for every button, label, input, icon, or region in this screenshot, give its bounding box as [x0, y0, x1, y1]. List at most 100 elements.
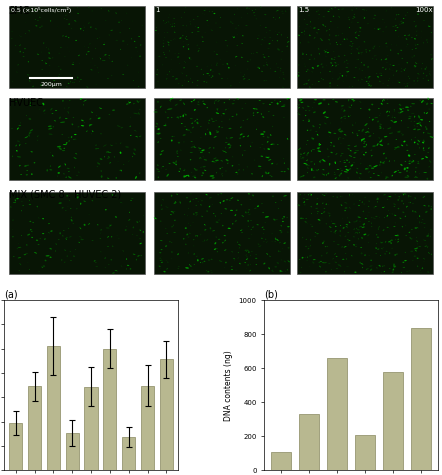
Ellipse shape [100, 133, 102, 134]
Ellipse shape [212, 161, 213, 162]
Ellipse shape [193, 239, 194, 240]
Ellipse shape [407, 83, 408, 84]
Ellipse shape [273, 218, 275, 220]
Ellipse shape [200, 234, 202, 235]
Ellipse shape [196, 205, 197, 206]
Ellipse shape [406, 271, 408, 272]
Ellipse shape [408, 35, 409, 36]
Ellipse shape [37, 20, 38, 21]
Ellipse shape [71, 217, 72, 218]
Ellipse shape [404, 35, 406, 36]
Ellipse shape [417, 44, 419, 45]
Ellipse shape [229, 119, 230, 120]
Ellipse shape [335, 153, 337, 154]
Ellipse shape [279, 230, 281, 231]
Ellipse shape [405, 194, 406, 195]
Ellipse shape [37, 54, 39, 55]
Ellipse shape [348, 17, 349, 18]
Ellipse shape [398, 82, 400, 83]
Ellipse shape [365, 218, 367, 219]
Ellipse shape [236, 172, 237, 173]
Ellipse shape [160, 138, 161, 139]
Ellipse shape [386, 112, 388, 113]
Text: 200μm: 200μm [40, 83, 62, 87]
Ellipse shape [209, 206, 210, 207]
Ellipse shape [379, 28, 381, 29]
Ellipse shape [182, 35, 183, 36]
Ellipse shape [337, 197, 338, 198]
Ellipse shape [84, 200, 86, 202]
Ellipse shape [98, 117, 100, 119]
Ellipse shape [263, 57, 265, 58]
Bar [299, 414, 319, 470]
Ellipse shape [283, 78, 285, 80]
Ellipse shape [354, 272, 357, 273]
Ellipse shape [213, 158, 217, 160]
Ellipse shape [70, 81, 71, 82]
Ellipse shape [423, 239, 425, 241]
Ellipse shape [13, 256, 15, 257]
Ellipse shape [48, 125, 52, 127]
Ellipse shape [261, 238, 263, 239]
Ellipse shape [30, 129, 33, 132]
Ellipse shape [423, 73, 424, 74]
Ellipse shape [189, 57, 190, 59]
Ellipse shape [360, 108, 362, 109]
Ellipse shape [58, 166, 61, 168]
Ellipse shape [405, 68, 406, 69]
Ellipse shape [401, 200, 403, 201]
Ellipse shape [172, 76, 174, 77]
Ellipse shape [416, 123, 419, 124]
Ellipse shape [344, 118, 346, 119]
Ellipse shape [266, 80, 267, 81]
Ellipse shape [200, 152, 202, 153]
Ellipse shape [53, 80, 55, 81]
Ellipse shape [349, 222, 351, 223]
Ellipse shape [134, 103, 135, 104]
Ellipse shape [359, 177, 360, 179]
Ellipse shape [389, 268, 390, 269]
Ellipse shape [257, 112, 259, 113]
Ellipse shape [411, 196, 412, 197]
Ellipse shape [104, 257, 106, 259]
Ellipse shape [275, 238, 276, 240]
Ellipse shape [268, 56, 270, 57]
Ellipse shape [359, 31, 361, 32]
Ellipse shape [353, 244, 355, 246]
Text: MIX (SMC 8 : HUVEC 2): MIX (SMC 8 : HUVEC 2) [9, 190, 121, 200]
Ellipse shape [24, 165, 27, 166]
Ellipse shape [163, 46, 164, 47]
Ellipse shape [241, 43, 243, 44]
Ellipse shape [178, 53, 179, 54]
Ellipse shape [257, 205, 259, 207]
Ellipse shape [373, 18, 375, 19]
Ellipse shape [133, 227, 134, 228]
Ellipse shape [158, 56, 160, 57]
Ellipse shape [394, 215, 396, 216]
Ellipse shape [200, 158, 202, 159]
Ellipse shape [414, 65, 415, 66]
Ellipse shape [411, 113, 413, 114]
Ellipse shape [426, 113, 428, 114]
Ellipse shape [353, 221, 356, 222]
Ellipse shape [373, 133, 374, 134]
Ellipse shape [355, 232, 358, 233]
Ellipse shape [279, 242, 281, 243]
Ellipse shape [404, 267, 405, 268]
Ellipse shape [231, 266, 232, 267]
Ellipse shape [327, 30, 328, 31]
Ellipse shape [83, 30, 84, 31]
Ellipse shape [415, 48, 417, 49]
Ellipse shape [378, 108, 380, 109]
Ellipse shape [319, 262, 320, 263]
Ellipse shape [388, 196, 392, 197]
Ellipse shape [402, 262, 404, 263]
Ellipse shape [185, 114, 187, 115]
Ellipse shape [402, 226, 403, 227]
Ellipse shape [202, 150, 205, 151]
Ellipse shape [48, 232, 50, 233]
Ellipse shape [248, 212, 249, 213]
Ellipse shape [92, 131, 93, 132]
Ellipse shape [305, 246, 307, 247]
Ellipse shape [361, 247, 362, 248]
